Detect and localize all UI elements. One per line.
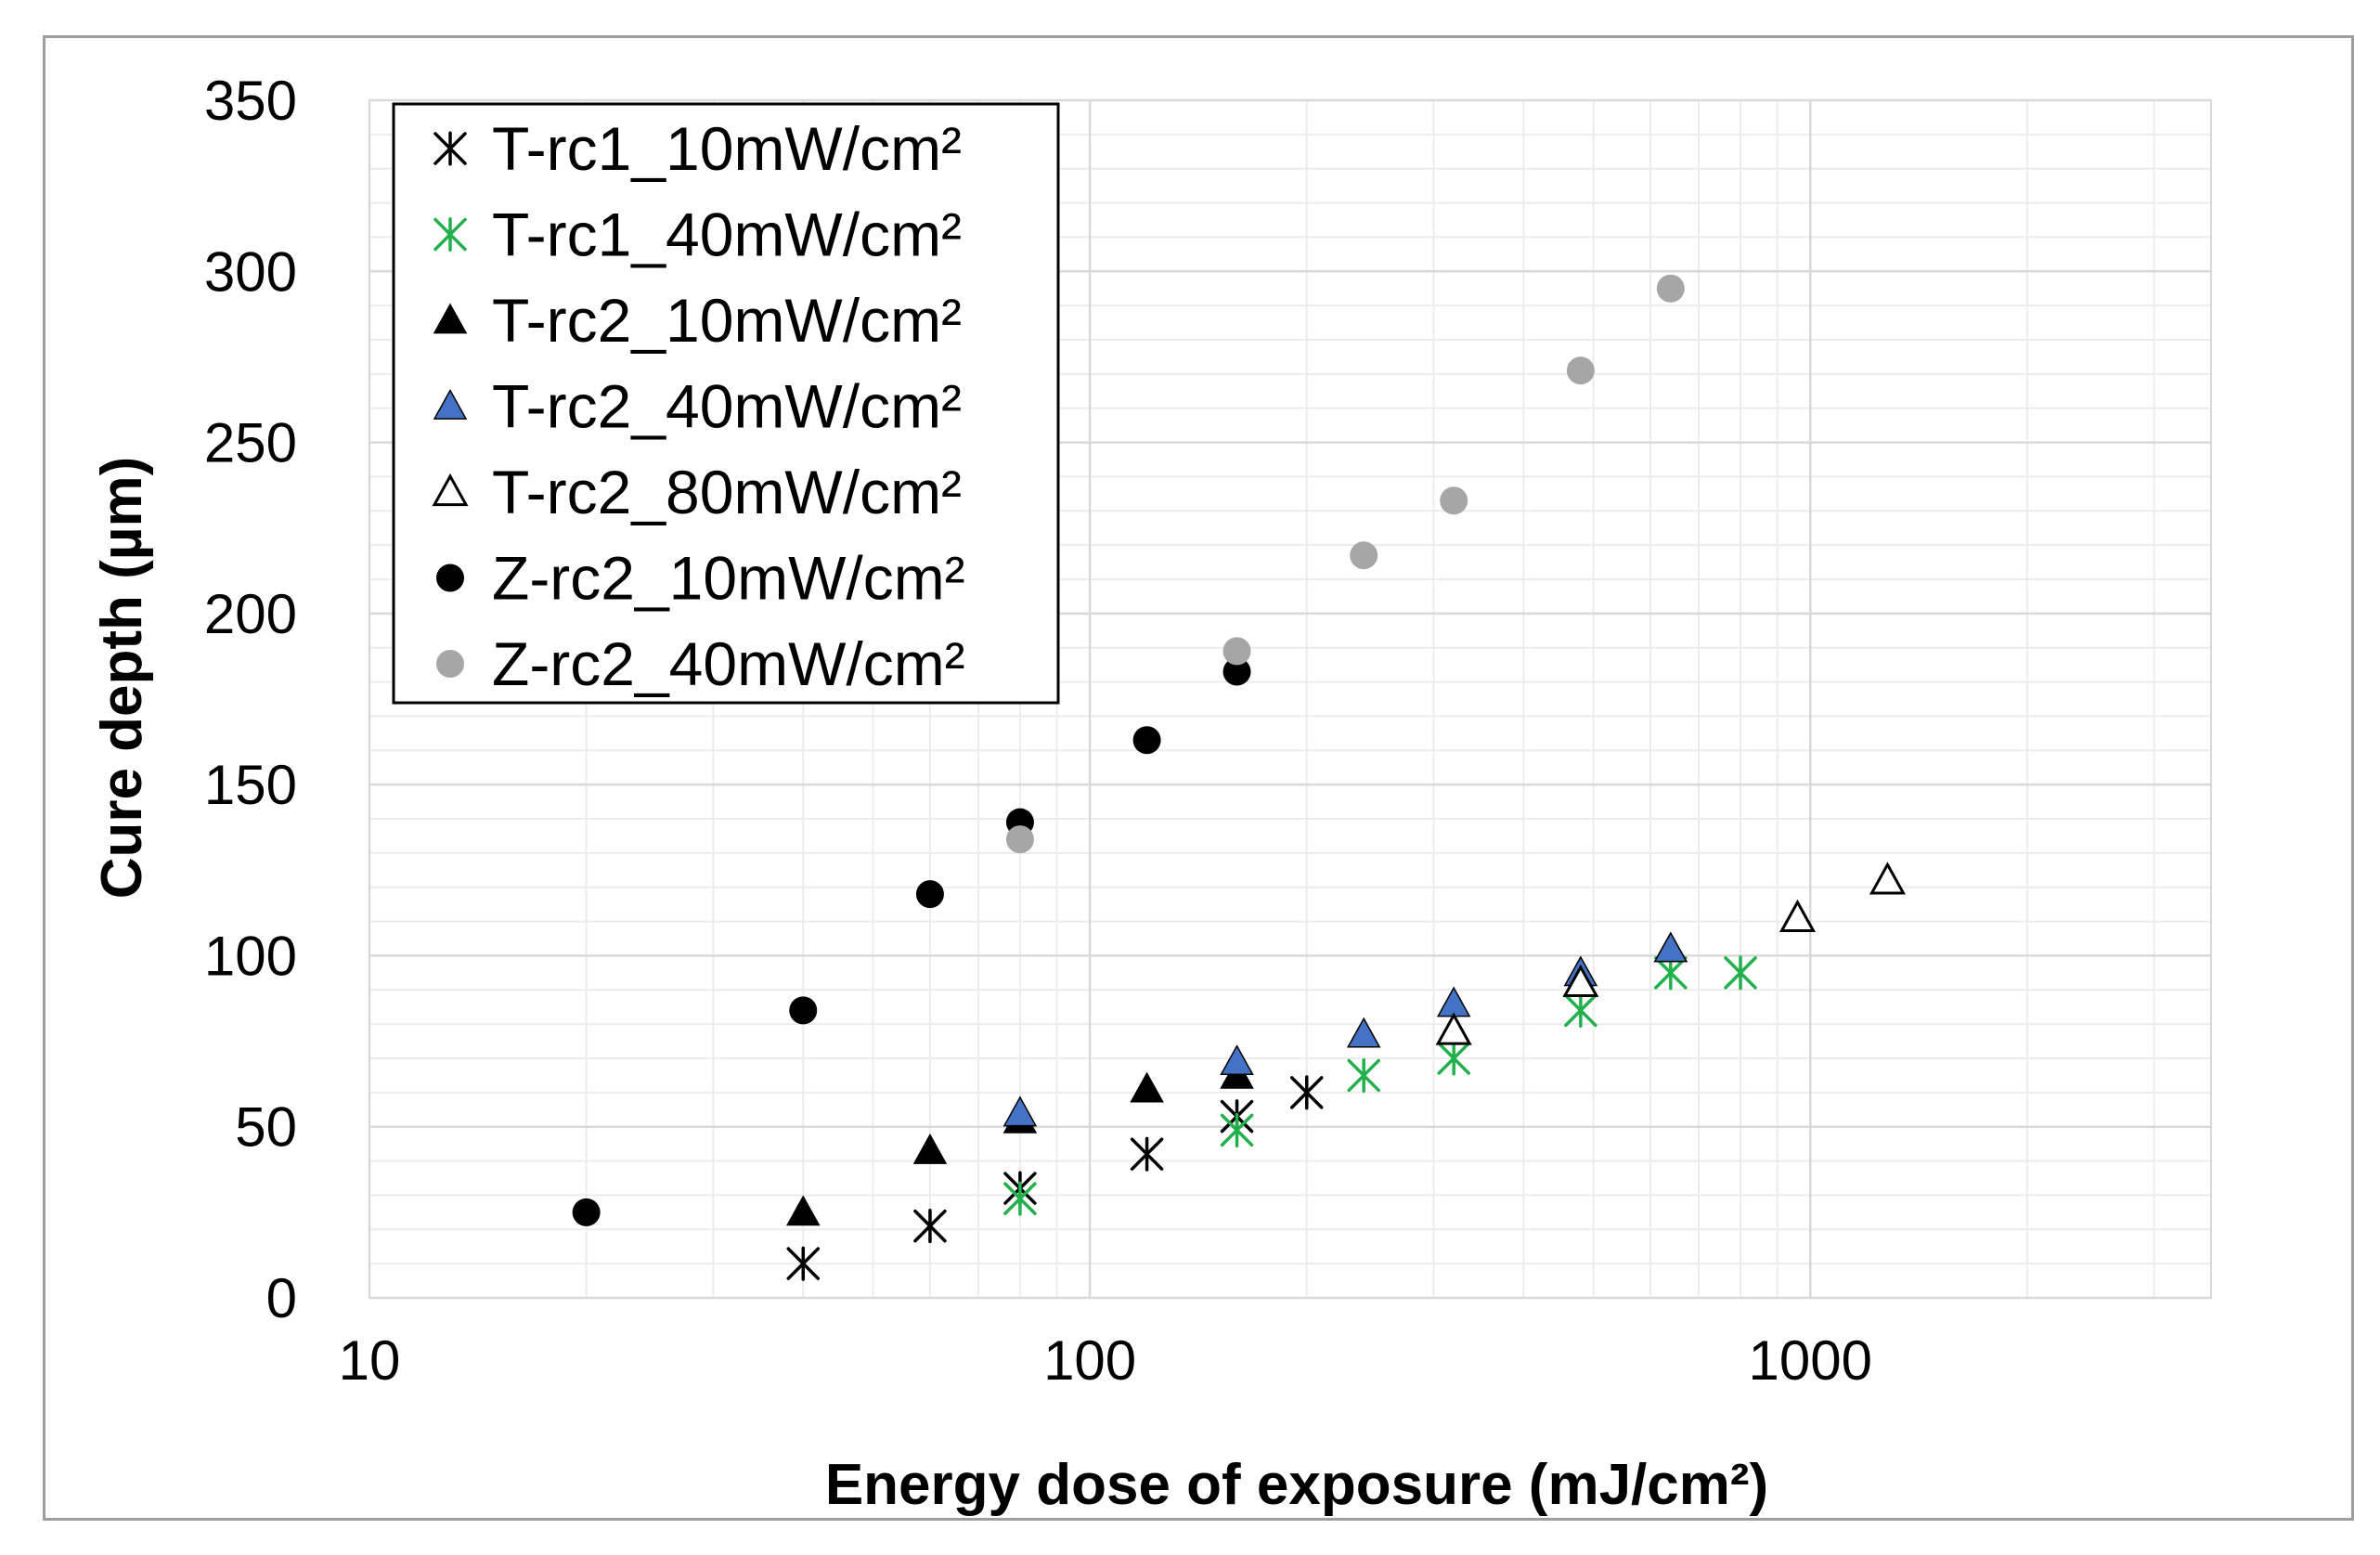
series-3 (1002, 931, 1688, 1127)
data-point (789, 996, 818, 1025)
x-tick-label: 100 (1043, 1329, 1136, 1392)
legend-entry: T-rc2_80mW/cm² (432, 458, 962, 526)
data-point (786, 1246, 821, 1281)
legend-label: T-rc2_40mW/cm² (492, 372, 962, 441)
legend-marker (433, 388, 468, 420)
data-point (1654, 955, 1688, 991)
y-axis-title: Cure depth (µm) (90, 457, 154, 900)
legend-entry: T-rc1_10mW/cm² (433, 114, 962, 183)
data-point (572, 1198, 601, 1226)
x-tick-labels: 10 100 1000 (339, 1329, 1872, 1392)
data-point (1350, 541, 1378, 570)
legend-marker (433, 216, 467, 253)
series-0 (786, 1075, 1324, 1281)
data-point (1130, 1071, 1164, 1103)
x-tick-label: 10 (339, 1329, 401, 1392)
legend-label: T-rc2_10mW/cm² (492, 286, 962, 355)
data-point (1869, 862, 1906, 895)
data-point (785, 1195, 821, 1226)
data-point (915, 880, 944, 909)
legend-label: T-rc2_80mW/cm² (492, 458, 962, 526)
data-point (913, 1209, 947, 1244)
data-points (572, 274, 1906, 1281)
data-point (1290, 1075, 1324, 1110)
legend-label: T-rc1_40mW/cm² (492, 201, 962, 269)
series-1 (1003, 955, 1757, 1216)
data-point (1437, 1041, 1470, 1076)
series-5 (572, 657, 1251, 1226)
data-point (1779, 899, 1817, 932)
y-tick-label: 50 (235, 1096, 297, 1159)
legend-entry: Z-rc2_40mW/cm² (436, 629, 965, 698)
legend-marker (433, 303, 468, 334)
plot-area (369, 99, 2212, 1299)
data-point (1653, 931, 1688, 963)
y-tick-label: 250 (204, 412, 297, 474)
data-point (1724, 955, 1757, 991)
data-point (1435, 1012, 1472, 1045)
data-point (1564, 992, 1597, 1028)
data-point (1002, 1095, 1038, 1127)
legend-box (392, 102, 1060, 705)
y-tick-label: 200 (204, 583, 297, 645)
legend-label: T-rc1_10mW/cm² (492, 114, 962, 183)
legend-marker (433, 131, 467, 166)
data-point (1222, 657, 1251, 686)
data-point (1220, 1112, 1254, 1147)
data-point (1220, 1044, 1254, 1076)
y-tick-label: 100 (204, 925, 297, 987)
data-point (1562, 964, 1599, 998)
data-point (1656, 274, 1685, 303)
series-2 (785, 931, 1688, 1226)
legend-entry: T-rc2_40mW/cm² (433, 372, 962, 441)
legend: T-rc1_10mW/cm² T-rc1_40mW/cm² T-rc2_10mW/c… (392, 102, 1060, 705)
data-point (1440, 486, 1468, 515)
data-point (1222, 637, 1251, 666)
data-point (1132, 726, 1161, 755)
y-tick-label: 150 (204, 754, 297, 816)
legend-entry: T-rc2_10mW/cm² (433, 286, 962, 355)
data-point (1005, 825, 1034, 854)
data-point (1003, 1181, 1037, 1216)
legend-marker (432, 473, 469, 507)
legend-entry: T-rc1_40mW/cm² (433, 201, 962, 269)
y-tick-labels: 0 50 100 150 200 250 300 350 (204, 70, 297, 1329)
data-point (1436, 986, 1471, 1017)
x-tick-label: 1000 (1748, 1329, 1871, 1392)
series-6 (1005, 274, 1685, 854)
data-point (1346, 1017, 1381, 1048)
data-point (912, 1133, 948, 1164)
legend-marker (436, 650, 464, 678)
series-4 (1435, 862, 1906, 1045)
data-point (1347, 1057, 1380, 1093)
y-tick-label: 350 (204, 70, 297, 132)
x-axis-title: Energy dose of exposure (mJ/cm²) (825, 1453, 1768, 1517)
legend-marker (436, 564, 464, 592)
legend-label: Z-rc2_40mW/cm² (492, 629, 965, 698)
legend-label: Z-rc2_10mW/cm² (492, 544, 965, 613)
y-tick-label: 300 (204, 240, 297, 303)
legend-entry: Z-rc2_10mW/cm² (436, 544, 965, 613)
y-tick-label: 0 (266, 1267, 297, 1329)
data-point (1130, 1136, 1164, 1172)
data-point (1566, 356, 1595, 385)
